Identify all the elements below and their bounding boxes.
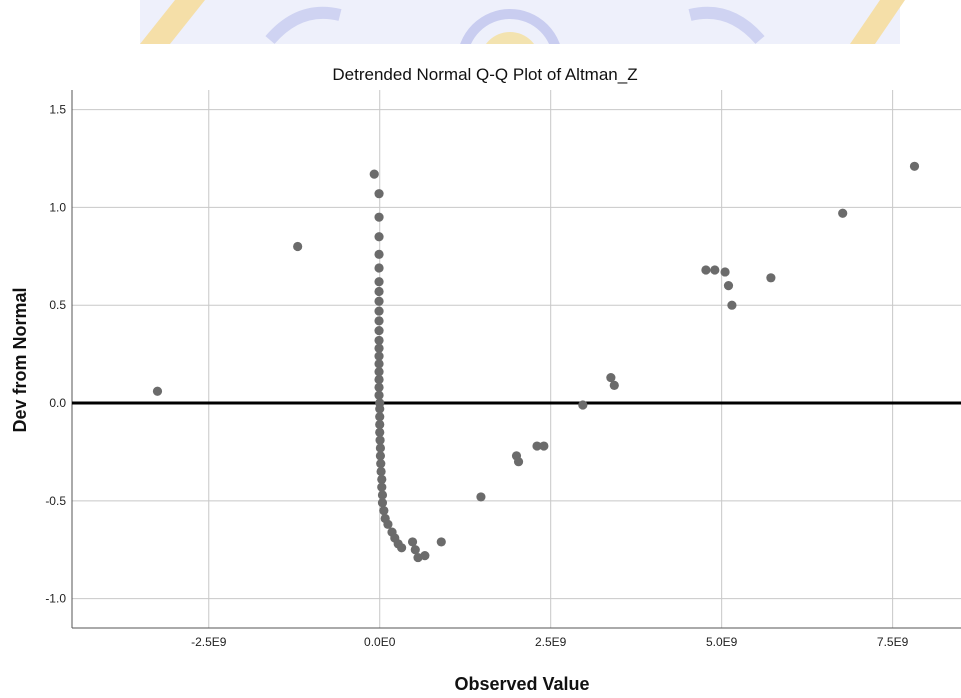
data-point	[374, 382, 384, 392]
data-point	[374, 263, 384, 273]
data-point	[375, 435, 385, 445]
x-tick-label: 0.0E0	[364, 635, 396, 649]
x-tick-label: 7.5E9	[877, 635, 909, 649]
x-tick-label: 2.5E9	[535, 635, 567, 649]
data-point	[606, 372, 616, 383]
data-point	[374, 212, 384, 222]
data-point	[513, 457, 524, 467]
data-point	[377, 482, 387, 492]
data-point	[376, 459, 386, 469]
data-point	[374, 326, 384, 336]
data-point	[293, 241, 303, 252]
data-point	[374, 343, 384, 353]
data-point	[374, 316, 384, 326]
tick-labels: -2.5E9 0.0E0 2.5E9 5.0E9 7.5E9 -1.0 -0.5 0.0 0.5…	[45, 103, 908, 649]
data-point	[578, 400, 588, 410]
y-tick-label: 1.0	[49, 200, 66, 214]
grid-lines	[72, 90, 961, 628]
data-point	[476, 492, 486, 502]
data-point	[397, 543, 407, 553]
data-point	[720, 267, 730, 277]
y-tick-label: -0.5	[45, 494, 66, 508]
data-point	[375, 412, 385, 422]
data-point	[723, 281, 734, 291]
watermark-shapes	[140, 0, 905, 44]
data-point	[436, 537, 446, 547]
y-tick-label: -1.0	[45, 592, 66, 606]
data-point	[374, 286, 384, 297]
data-point	[375, 404, 385, 414]
data-point	[374, 390, 384, 400]
data-point	[539, 441, 549, 451]
data-point	[369, 169, 379, 179]
data-point	[376, 466, 386, 477]
data-point	[377, 474, 387, 484]
data-point	[375, 451, 386, 461]
watermark-logo	[0, 0, 961, 44]
y-tick-label: 1.5	[49, 103, 66, 117]
data-point	[701, 265, 711, 275]
data-point	[374, 367, 384, 377]
data-point	[710, 265, 720, 275]
data-point	[374, 359, 384, 369]
plot-frame	[71, 90, 961, 629]
data-point	[152, 386, 163, 396]
data-point	[377, 498, 388, 508]
x-axis-title: Observed Value	[454, 674, 589, 694]
data-point	[532, 441, 542, 451]
data-point	[377, 490, 388, 500]
data-point	[410, 545, 420, 555]
data-point	[609, 380, 619, 391]
data-point	[374, 306, 384, 316]
data-point	[379, 506, 389, 516]
data-point	[838, 208, 848, 218]
y-axis-title: Dev from Normal	[10, 287, 30, 432]
data-point	[375, 443, 386, 453]
data-point	[374, 351, 384, 361]
data-point	[375, 419, 385, 430]
data-point	[374, 189, 384, 199]
y-tick-label: 0.5	[49, 298, 66, 312]
data-point	[374, 296, 384, 306]
y-tick-label: 0.0	[49, 396, 66, 410]
data-point	[374, 335, 384, 346]
data-point	[383, 519, 393, 529]
data-point	[374, 232, 384, 242]
data-point	[909, 161, 920, 171]
data-point	[374, 277, 384, 287]
x-tick-label: 5.0E9	[706, 635, 738, 649]
data-point	[727, 300, 737, 310]
data-point	[374, 249, 384, 259]
data-point	[766, 273, 776, 283]
data-point	[375, 427, 385, 437]
data-points	[152, 161, 920, 563]
data-point	[374, 374, 384, 385]
data-point	[420, 551, 430, 561]
data-point	[407, 537, 418, 547]
chart-title: Detrended Normal Q-Q Plot of Altman_Z	[332, 65, 637, 84]
x-tick-label: -2.5E9	[191, 635, 227, 649]
